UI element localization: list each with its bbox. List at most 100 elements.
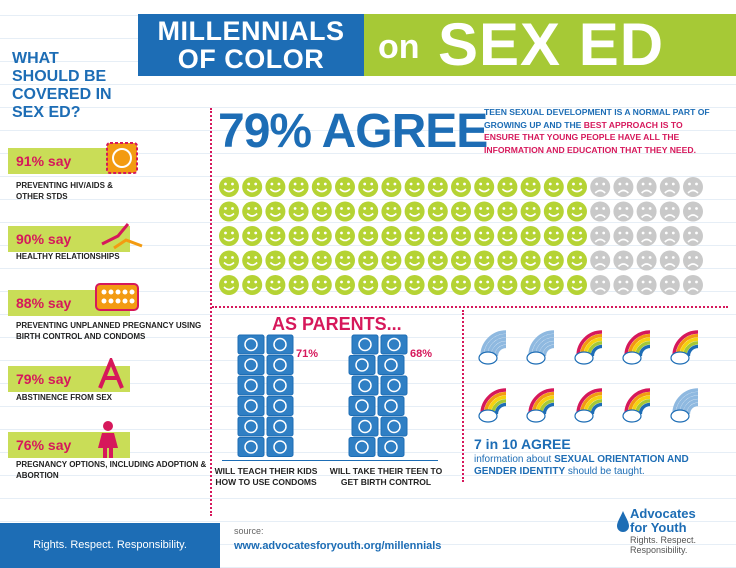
- sad-face-icon: [659, 177, 680, 197]
- divider-vertical-mid: [462, 310, 464, 482]
- agree-text-b: BEST APPROACH IS TO ENSURE THAT YOUNG PE…: [484, 119, 696, 155]
- happy-face-icon: [497, 201, 518, 222]
- rainbow-icon: [526, 388, 555, 423]
- sad-face-icon: [683, 201, 703, 222]
- condom-packet-icon: [266, 437, 294, 457]
- sad-face-icon: [683, 226, 703, 246]
- happy-face-icon: [219, 275, 239, 295]
- condom-packet-icon: [237, 334, 265, 355]
- happy-face-icon: [265, 201, 286, 222]
- orientation-text: information about SEXUAL ORIENTATION AND…: [474, 454, 724, 478]
- happy-face-icon: [404, 250, 425, 271]
- happy-face-icon: [497, 275, 518, 295]
- condom-packet-icon: [266, 355, 294, 375]
- topic-label-relationships: HEALTHY RELATIONSHIPS: [16, 252, 120, 261]
- happy-face-icon: [288, 250, 309, 271]
- agree-headline: 79% AGREE: [218, 105, 488, 158]
- happy-face-icon: [451, 250, 471, 271]
- sad-face-icon: [613, 201, 634, 222]
- happy-face-icon: [543, 226, 564, 246]
- happy-face-icon: [404, 226, 425, 246]
- happy-face-icon: [311, 201, 332, 222]
- happy-face-icon: [381, 250, 402, 271]
- sad-face-icon: [590, 226, 611, 246]
- sad-face-icon: [683, 275, 703, 295]
- happy-face-icon: [474, 275, 495, 295]
- topic-label-options: PREGNANCY OPTIONS, INCLUDING ADOPTION & …: [16, 460, 207, 480]
- topic-label-pregnancy: PREVENTING UNPLANNED PREGNANCY USING BIR…: [16, 321, 202, 341]
- rainbow-icon: [526, 330, 555, 365]
- condom-packet-icon: [380, 334, 408, 355]
- stack-baseline: [222, 460, 438, 461]
- happy-face-icon: [311, 275, 332, 295]
- condom-stack-birth: [348, 334, 408, 457]
- title-line-2: OF COLOR: [177, 44, 325, 74]
- rainbow-icon: [478, 330, 507, 365]
- agree-text: TEEN SEXUAL DEVELOPMENT IS A NORMAL PART…: [484, 106, 716, 156]
- condom-packet-icon: [348, 355, 376, 375]
- happy-face-icon: [381, 177, 402, 197]
- happy-face-icon: [335, 226, 355, 246]
- sad-face-icon: [613, 177, 634, 197]
- divider-vertical-left: [210, 108, 212, 516]
- sad-face-icon: [659, 226, 680, 246]
- happy-face-icon: [543, 201, 564, 222]
- sad-face-icon: [590, 201, 611, 222]
- happy-face-icon: [358, 201, 379, 222]
- happy-face-icon: [520, 250, 541, 271]
- happy-face-icon: [497, 226, 518, 246]
- smiley-grid: [219, 177, 703, 295]
- happy-face-icon: [474, 226, 495, 246]
- sad-face-icon: [659, 250, 680, 271]
- condom-wrapper-icon: [106, 142, 138, 174]
- sad-face-icon: [683, 250, 703, 271]
- happy-face-icon: [242, 250, 263, 271]
- divider-horizontal: [212, 306, 728, 308]
- happy-face-icon: [427, 177, 448, 197]
- happy-face-icon: [381, 201, 402, 222]
- happy-face-icon: [242, 275, 263, 295]
- topic-label-abstinence: ABSTINENCE FROM SEX: [16, 393, 113, 402]
- condom-packet-icon: [348, 437, 376, 457]
- happy-face-icon: [265, 177, 286, 197]
- happy-face-icon: [404, 201, 425, 222]
- footer-tagline: Rights. Respect. Responsibility.: [0, 523, 220, 568]
- condom-packet-icon: [351, 416, 379, 437]
- happy-face-icon: [288, 275, 309, 295]
- woman-icon: [98, 421, 118, 458]
- happy-face-icon: [427, 226, 448, 246]
- rainbow-icon: [622, 330, 651, 365]
- title-banner-green: on SEX ED: [364, 14, 736, 76]
- brand-line-1: Advocates: [630, 506, 696, 521]
- condom-packet-icon: [237, 355, 265, 375]
- teach-label: WILL TEACH THEIR KIDS HOW TO USE CONDOMS: [214, 466, 318, 487]
- sad-face-icon: [613, 226, 634, 246]
- happy-face-icon: [520, 177, 541, 197]
- source-url[interactable]: www.advocatesforyouth.org/millennials: [234, 540, 442, 552]
- birth-label: WILL TAKE THEIR TEEN TO GET BIRTH CONTRO…: [329, 466, 443, 487]
- happy-face-icon: [335, 177, 355, 197]
- pill-pack-icon: [95, 283, 139, 311]
- orientation-text-b: SEXUAL ORIENTATION AND GENDER IDENTITY: [474, 454, 689, 477]
- condom-packet-icon: [377, 355, 405, 375]
- happy-face-icon: [567, 226, 587, 246]
- happy-face-icon: [335, 201, 355, 222]
- parents-title: AS PARENTS...: [272, 314, 402, 334]
- happy-face-icon: [311, 250, 332, 271]
- sad-face-icon: [590, 275, 611, 295]
- title-sex-ed: SEX ED: [438, 11, 665, 78]
- condom-stack-teach: [237, 334, 294, 457]
- happy-face-icon: [451, 275, 471, 295]
- condom-packet-icon: [237, 396, 265, 416]
- happy-face-icon: [242, 201, 263, 222]
- condom-packet-icon: [237, 375, 265, 396]
- sad-face-icon: [613, 275, 634, 295]
- rainbow-icon: [670, 388, 699, 423]
- happy-face-icon: [451, 177, 471, 197]
- rainbow-icon: [670, 330, 699, 365]
- happy-face-icon: [404, 275, 425, 295]
- sad-face-icon: [613, 250, 634, 271]
- happy-face-icon: [219, 201, 239, 222]
- happy-face-icon: [381, 275, 402, 295]
- happy-face-icon: [358, 226, 379, 246]
